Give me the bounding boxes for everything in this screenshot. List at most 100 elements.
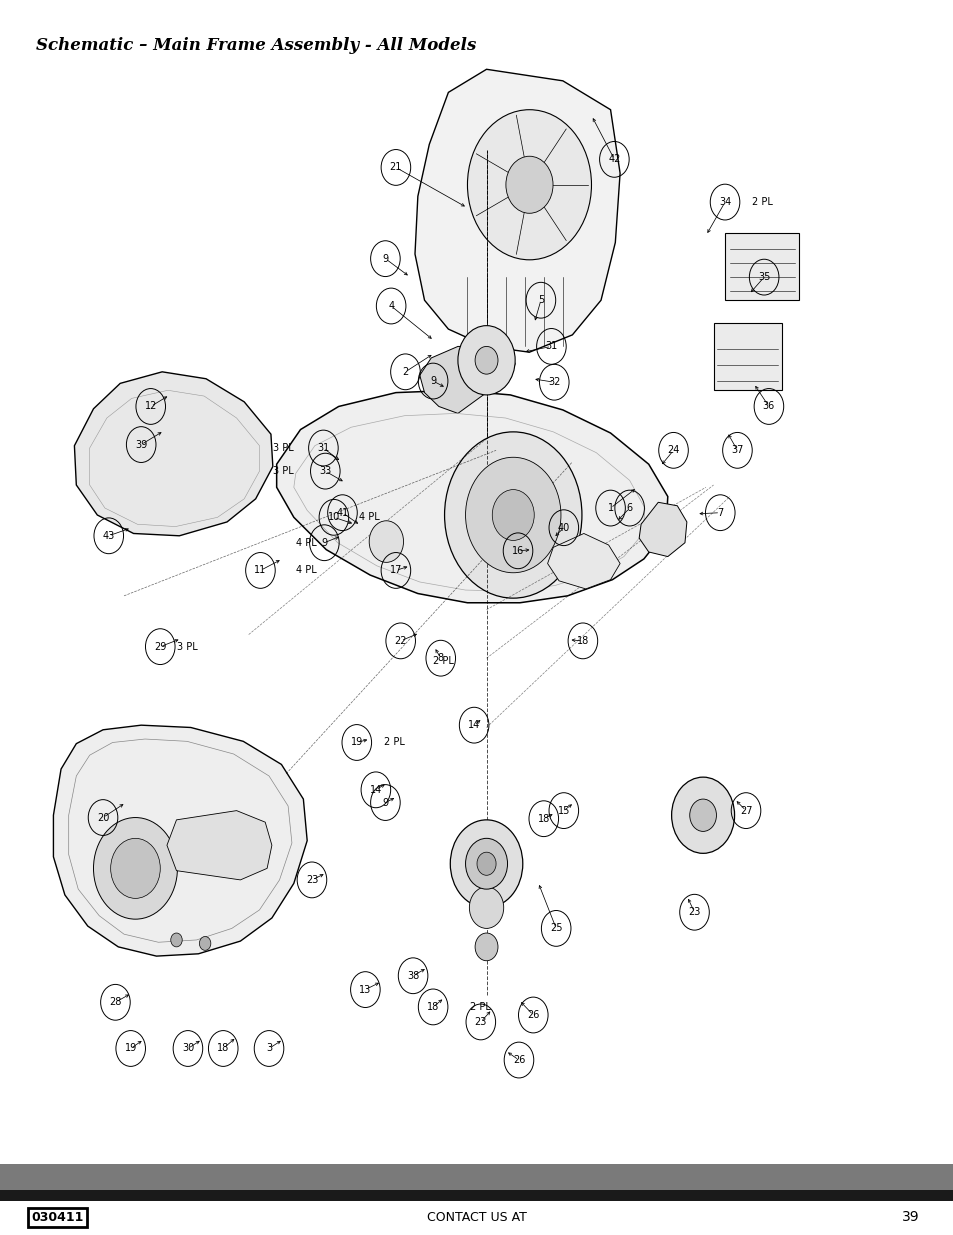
Text: 10: 10 <box>328 513 339 522</box>
Polygon shape <box>276 390 667 603</box>
Text: 11: 11 <box>254 566 266 576</box>
Text: 15: 15 <box>558 805 569 815</box>
Text: 17: 17 <box>390 566 401 576</box>
Text: 1: 1 <box>607 503 613 513</box>
Text: 26: 26 <box>527 1010 538 1020</box>
FancyBboxPatch shape <box>713 324 781 390</box>
Text: 5: 5 <box>537 295 543 305</box>
Text: 32: 32 <box>548 377 559 388</box>
Text: 30: 30 <box>182 1044 193 1053</box>
Text: 19: 19 <box>351 737 362 747</box>
Circle shape <box>475 932 497 961</box>
Text: 20: 20 <box>97 813 109 823</box>
Text: 40: 40 <box>558 522 569 532</box>
Text: 14: 14 <box>468 720 479 730</box>
Text: 26: 26 <box>513 1055 524 1065</box>
Text: 33: 33 <box>319 466 331 477</box>
Text: 18: 18 <box>537 814 549 824</box>
Text: 28: 28 <box>110 998 121 1008</box>
Text: 2 PL: 2 PL <box>751 198 772 207</box>
Circle shape <box>93 818 177 919</box>
Text: 24: 24 <box>667 446 679 456</box>
Text: 23: 23 <box>306 874 317 885</box>
Circle shape <box>467 110 591 259</box>
Text: 8: 8 <box>437 653 443 663</box>
Text: 030411: 030411 <box>31 1210 83 1224</box>
Text: 27: 27 <box>739 805 752 815</box>
Text: 18: 18 <box>577 636 588 646</box>
Text: 29: 29 <box>154 642 166 652</box>
Text: 25: 25 <box>549 924 562 934</box>
Polygon shape <box>419 347 515 414</box>
Polygon shape <box>74 372 273 536</box>
Polygon shape <box>547 534 619 589</box>
Text: 4 PL: 4 PL <box>358 513 379 522</box>
Polygon shape <box>639 503 686 557</box>
Text: Schematic – Main Frame Assembly - All Models: Schematic – Main Frame Assembly - All Mo… <box>36 37 476 54</box>
Text: 9: 9 <box>382 253 388 263</box>
Circle shape <box>505 157 553 214</box>
Text: 23: 23 <box>475 1016 486 1028</box>
Circle shape <box>111 839 160 898</box>
Text: 18: 18 <box>427 1002 438 1011</box>
Text: 42: 42 <box>608 154 619 164</box>
Text: 37: 37 <box>731 446 742 456</box>
Text: 16: 16 <box>512 546 523 556</box>
Text: 4 PL: 4 PL <box>295 566 316 576</box>
Circle shape <box>475 347 497 374</box>
Text: 14: 14 <box>370 784 381 795</box>
Circle shape <box>444 432 581 598</box>
Text: 2 PL: 2 PL <box>433 656 454 666</box>
Circle shape <box>199 936 211 951</box>
Text: 3: 3 <box>266 1044 272 1053</box>
Text: 9: 9 <box>382 798 388 808</box>
Circle shape <box>689 799 716 831</box>
Circle shape <box>457 326 515 395</box>
Polygon shape <box>167 810 272 879</box>
Text: 4 PL: 4 PL <box>295 537 316 547</box>
Text: 39: 39 <box>135 440 147 450</box>
Text: 13: 13 <box>359 984 371 994</box>
Text: 43: 43 <box>103 531 114 541</box>
Text: 3 PL: 3 PL <box>177 642 198 652</box>
Text: 22: 22 <box>394 636 407 646</box>
Circle shape <box>492 489 534 541</box>
Text: 9: 9 <box>430 377 436 387</box>
Text: 36: 36 <box>762 401 774 411</box>
FancyBboxPatch shape <box>724 233 799 300</box>
Text: 41: 41 <box>336 508 348 517</box>
Circle shape <box>469 887 503 929</box>
Text: 2 PL: 2 PL <box>470 1002 491 1011</box>
Text: 19: 19 <box>125 1044 136 1053</box>
Polygon shape <box>415 69 619 352</box>
Bar <box>0 1191 953 1202</box>
Text: 35: 35 <box>758 272 769 282</box>
Text: 4: 4 <box>388 301 394 311</box>
Text: 34: 34 <box>719 198 730 207</box>
Text: 31: 31 <box>545 341 557 352</box>
Circle shape <box>465 457 560 573</box>
Text: CONTACT US AT: CONTACT US AT <box>427 1210 526 1224</box>
Text: 2 PL: 2 PL <box>384 737 405 747</box>
Circle shape <box>671 777 734 853</box>
Polygon shape <box>53 725 307 956</box>
Text: 2: 2 <box>402 367 408 377</box>
Bar <box>0 1163 953 1191</box>
Text: 18: 18 <box>217 1044 229 1053</box>
Text: 12: 12 <box>145 401 156 411</box>
Text: 9: 9 <box>321 537 327 547</box>
Text: 39: 39 <box>902 1210 919 1224</box>
Text: 6: 6 <box>626 503 632 513</box>
Text: 23: 23 <box>688 908 700 918</box>
Circle shape <box>369 521 403 562</box>
Text: 3 PL: 3 PL <box>273 466 294 477</box>
Circle shape <box>450 820 522 908</box>
Text: 7: 7 <box>717 508 722 517</box>
Circle shape <box>465 839 507 889</box>
Circle shape <box>476 852 496 876</box>
Text: 21: 21 <box>390 163 401 173</box>
Text: 38: 38 <box>407 971 418 981</box>
Text: 31: 31 <box>317 443 329 453</box>
Text: 3 PL: 3 PL <box>273 443 294 453</box>
Circle shape <box>171 932 182 947</box>
